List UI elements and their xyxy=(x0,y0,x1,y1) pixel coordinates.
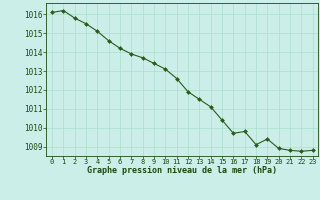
X-axis label: Graphe pression niveau de la mer (hPa): Graphe pression niveau de la mer (hPa) xyxy=(87,166,277,175)
